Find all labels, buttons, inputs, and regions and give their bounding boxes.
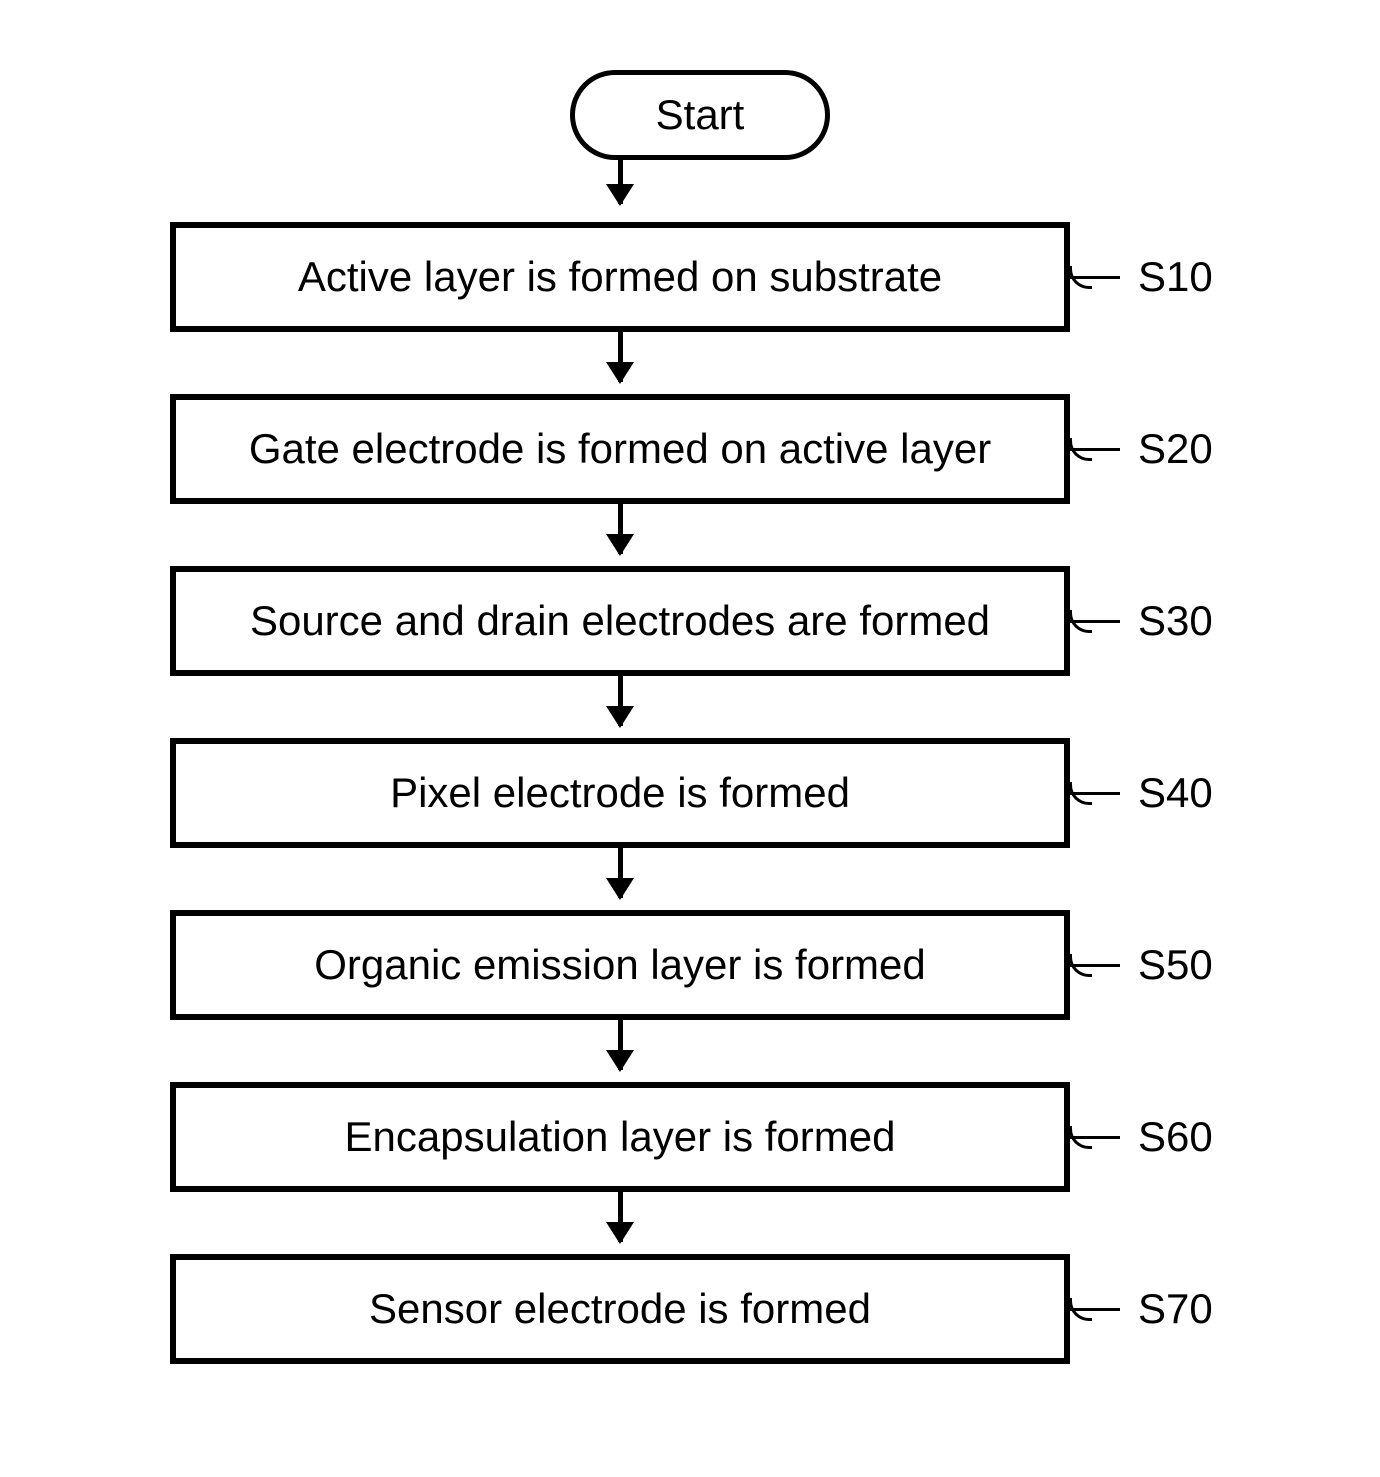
step-label: S40 [1138,769,1213,817]
arrow [170,160,1070,222]
step-row: Sensor electrode is formed S70 [170,1254,1230,1364]
step-text: Sensor electrode is formed [369,1285,871,1333]
connector-line [1070,620,1120,623]
step-label-connector: S50 [1070,941,1213,989]
connector-line [1070,1136,1120,1139]
step-box-s40: Pixel electrode is formed [170,738,1070,848]
step-text: Organic emission layer is formed [314,941,926,989]
arrow [170,676,1070,738]
connector-line [1070,1308,1120,1311]
step-text: Gate electrode is formed on active layer [249,425,991,473]
connector-line [1070,276,1120,279]
arrow [170,504,1070,566]
step-text: Pixel electrode is formed [390,769,850,817]
step-box-s20: Gate electrode is formed on active layer [170,394,1070,504]
step-label: S70 [1138,1285,1213,1333]
step-row: Organic emission layer is formed S50 [170,910,1230,1020]
arrow [170,848,1070,910]
step-row: Source and drain electrodes are formed S… [170,566,1230,676]
start-node: Start [570,70,830,160]
step-text: Encapsulation layer is formed [345,1113,896,1161]
step-box-s70: Sensor electrode is formed [170,1254,1070,1364]
step-label-connector: S70 [1070,1285,1213,1333]
connector-line [1070,448,1120,451]
step-label-connector: S40 [1070,769,1213,817]
step-box-s30: Source and drain electrodes are formed [170,566,1070,676]
arrow [170,332,1070,394]
step-text: Active layer is formed on substrate [298,253,942,301]
step-label: S10 [1138,253,1213,301]
step-row: Pixel electrode is formed S40 [170,738,1230,848]
step-label: S50 [1138,941,1213,989]
step-row: Active layer is formed on substrate S10 [170,222,1230,332]
flowchart: Start Active layer is formed on substrat… [170,70,1230,1364]
start-label: Start [656,91,745,139]
step-text: Source and drain electrodes are formed [250,597,990,645]
step-label-connector: S20 [1070,425,1213,473]
arrow [170,1192,1070,1254]
step-label: S60 [1138,1113,1213,1161]
step-box-s50: Organic emission layer is formed [170,910,1070,1020]
step-label-connector: S60 [1070,1113,1213,1161]
step-row: Gate electrode is formed on active layer… [170,394,1230,504]
step-label: S20 [1138,425,1213,473]
arrow [170,1020,1070,1082]
connector-line [1070,964,1120,967]
step-label: S30 [1138,597,1213,645]
step-row: Encapsulation layer is formed S60 [170,1082,1230,1192]
step-box-s10: Active layer is formed on substrate [170,222,1070,332]
step-label-connector: S30 [1070,597,1213,645]
step-box-s60: Encapsulation layer is formed [170,1082,1070,1192]
connector-line [1070,792,1120,795]
step-label-connector: S10 [1070,253,1213,301]
